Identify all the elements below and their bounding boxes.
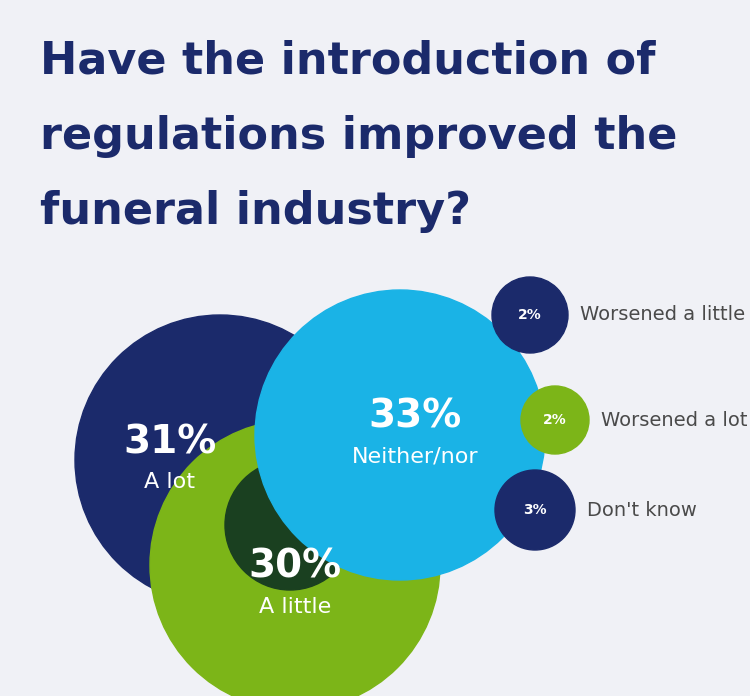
Circle shape xyxy=(492,277,568,353)
Text: Have the introduction of: Have the introduction of xyxy=(40,40,656,83)
Text: regulations improved the: regulations improved the xyxy=(40,115,677,158)
Text: Neither/nor: Neither/nor xyxy=(352,447,478,467)
Text: A little: A little xyxy=(259,597,332,617)
Circle shape xyxy=(521,386,589,454)
Text: Don't know: Don't know xyxy=(587,500,697,519)
Text: Worsened a little: Worsened a little xyxy=(580,306,745,324)
Circle shape xyxy=(150,420,440,696)
Text: A lot: A lot xyxy=(145,472,196,492)
Circle shape xyxy=(75,315,365,605)
Text: 2%: 2% xyxy=(543,413,567,427)
Circle shape xyxy=(255,290,545,580)
Text: 3%: 3% xyxy=(524,503,547,517)
Circle shape xyxy=(225,460,355,590)
Text: 33%: 33% xyxy=(368,398,461,436)
Text: funeral industry?: funeral industry? xyxy=(40,190,471,233)
Text: Worsened a lot: Worsened a lot xyxy=(601,411,748,429)
Text: 2%: 2% xyxy=(518,308,542,322)
Text: 31%: 31% xyxy=(123,423,217,461)
Text: 30%: 30% xyxy=(248,548,341,586)
Circle shape xyxy=(225,460,355,590)
Circle shape xyxy=(495,470,575,550)
